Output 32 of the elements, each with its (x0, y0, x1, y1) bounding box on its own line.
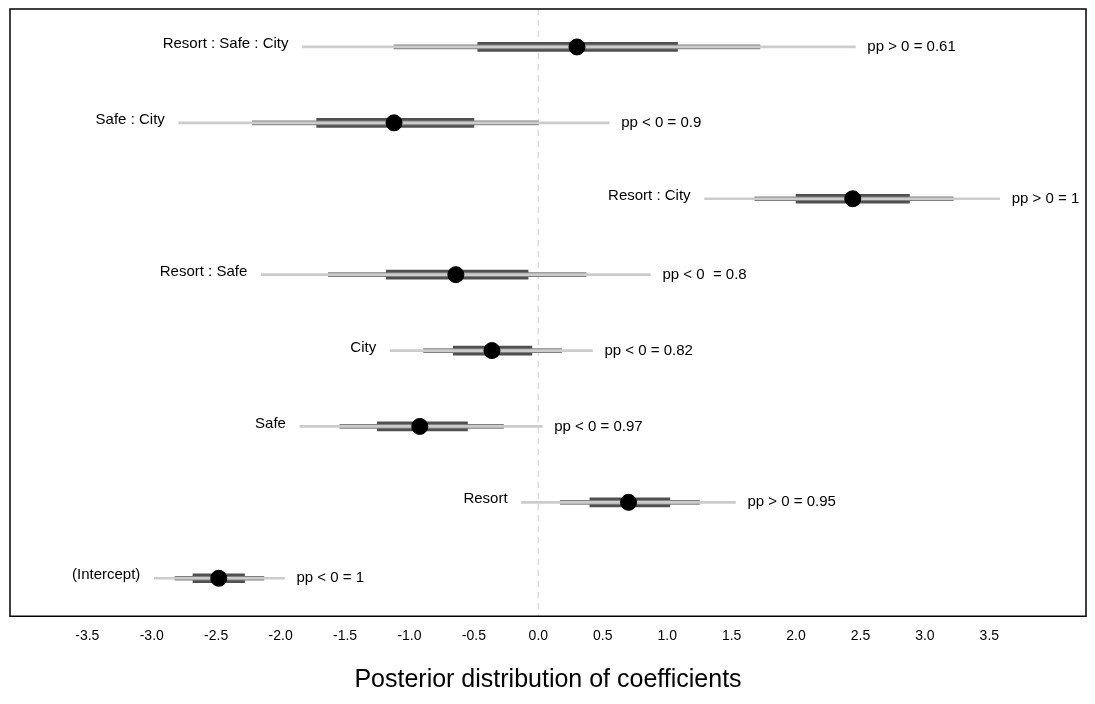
y-tick-label: Resort : Safe (159, 261, 248, 279)
annotation: pp < 0 = 1 (296, 568, 365, 586)
annotation: pp > 0 = 0.61 (867, 37, 956, 55)
annotation: pp > 0 = 0.95 (747, 492, 836, 510)
x-tick-label: 3.5 (979, 627, 1000, 644)
x-tick-label: -2.0 (268, 627, 293, 644)
annotation: pp > 0 = 1 (1011, 188, 1080, 206)
x-tick-label: -1.5 (332, 627, 358, 644)
y-tick-label: Resort : City (608, 185, 692, 203)
y-tick-label: (Intercept) (71, 565, 141, 583)
annotation: pp < 0 = 0.9 (621, 112, 702, 130)
annotation: pp < 0 = 0.82 (604, 340, 693, 358)
x-tick-label: -3.5 (75, 627, 100, 644)
x-tick-label: -2.5 (204, 627, 229, 644)
x-tick-label: -1.0 (397, 627, 422, 644)
x-tick-label: -0.5 (461, 627, 487, 644)
x-tick-label: 1.0 (657, 627, 678, 644)
y-tick-label: Safe (255, 413, 286, 431)
x-tick-label: -3.0 (139, 627, 165, 644)
y-tick-label: Resort (463, 489, 509, 507)
y-tick-label: City (350, 337, 377, 355)
x-tick-label: 3.0 (915, 627, 935, 644)
x-tick-label: 2.5 (850, 627, 871, 644)
annotation: pp < 0 = 0.8 (662, 264, 747, 282)
x-tick-label: 0.0 (528, 627, 549, 644)
x-tick-label: 1.5 (721, 627, 742, 644)
x-tick-label: 0.5 (593, 627, 613, 644)
y-tick-label: Resort : Safe : City (162, 34, 290, 52)
x-axis-title: Posterior distribution of coefficients (354, 663, 742, 692)
annotation: pp < 0 = 0.97 (554, 416, 643, 434)
y-tick-label: Safe : City (95, 109, 166, 127)
x-tick-label: 2.0 (786, 627, 806, 644)
